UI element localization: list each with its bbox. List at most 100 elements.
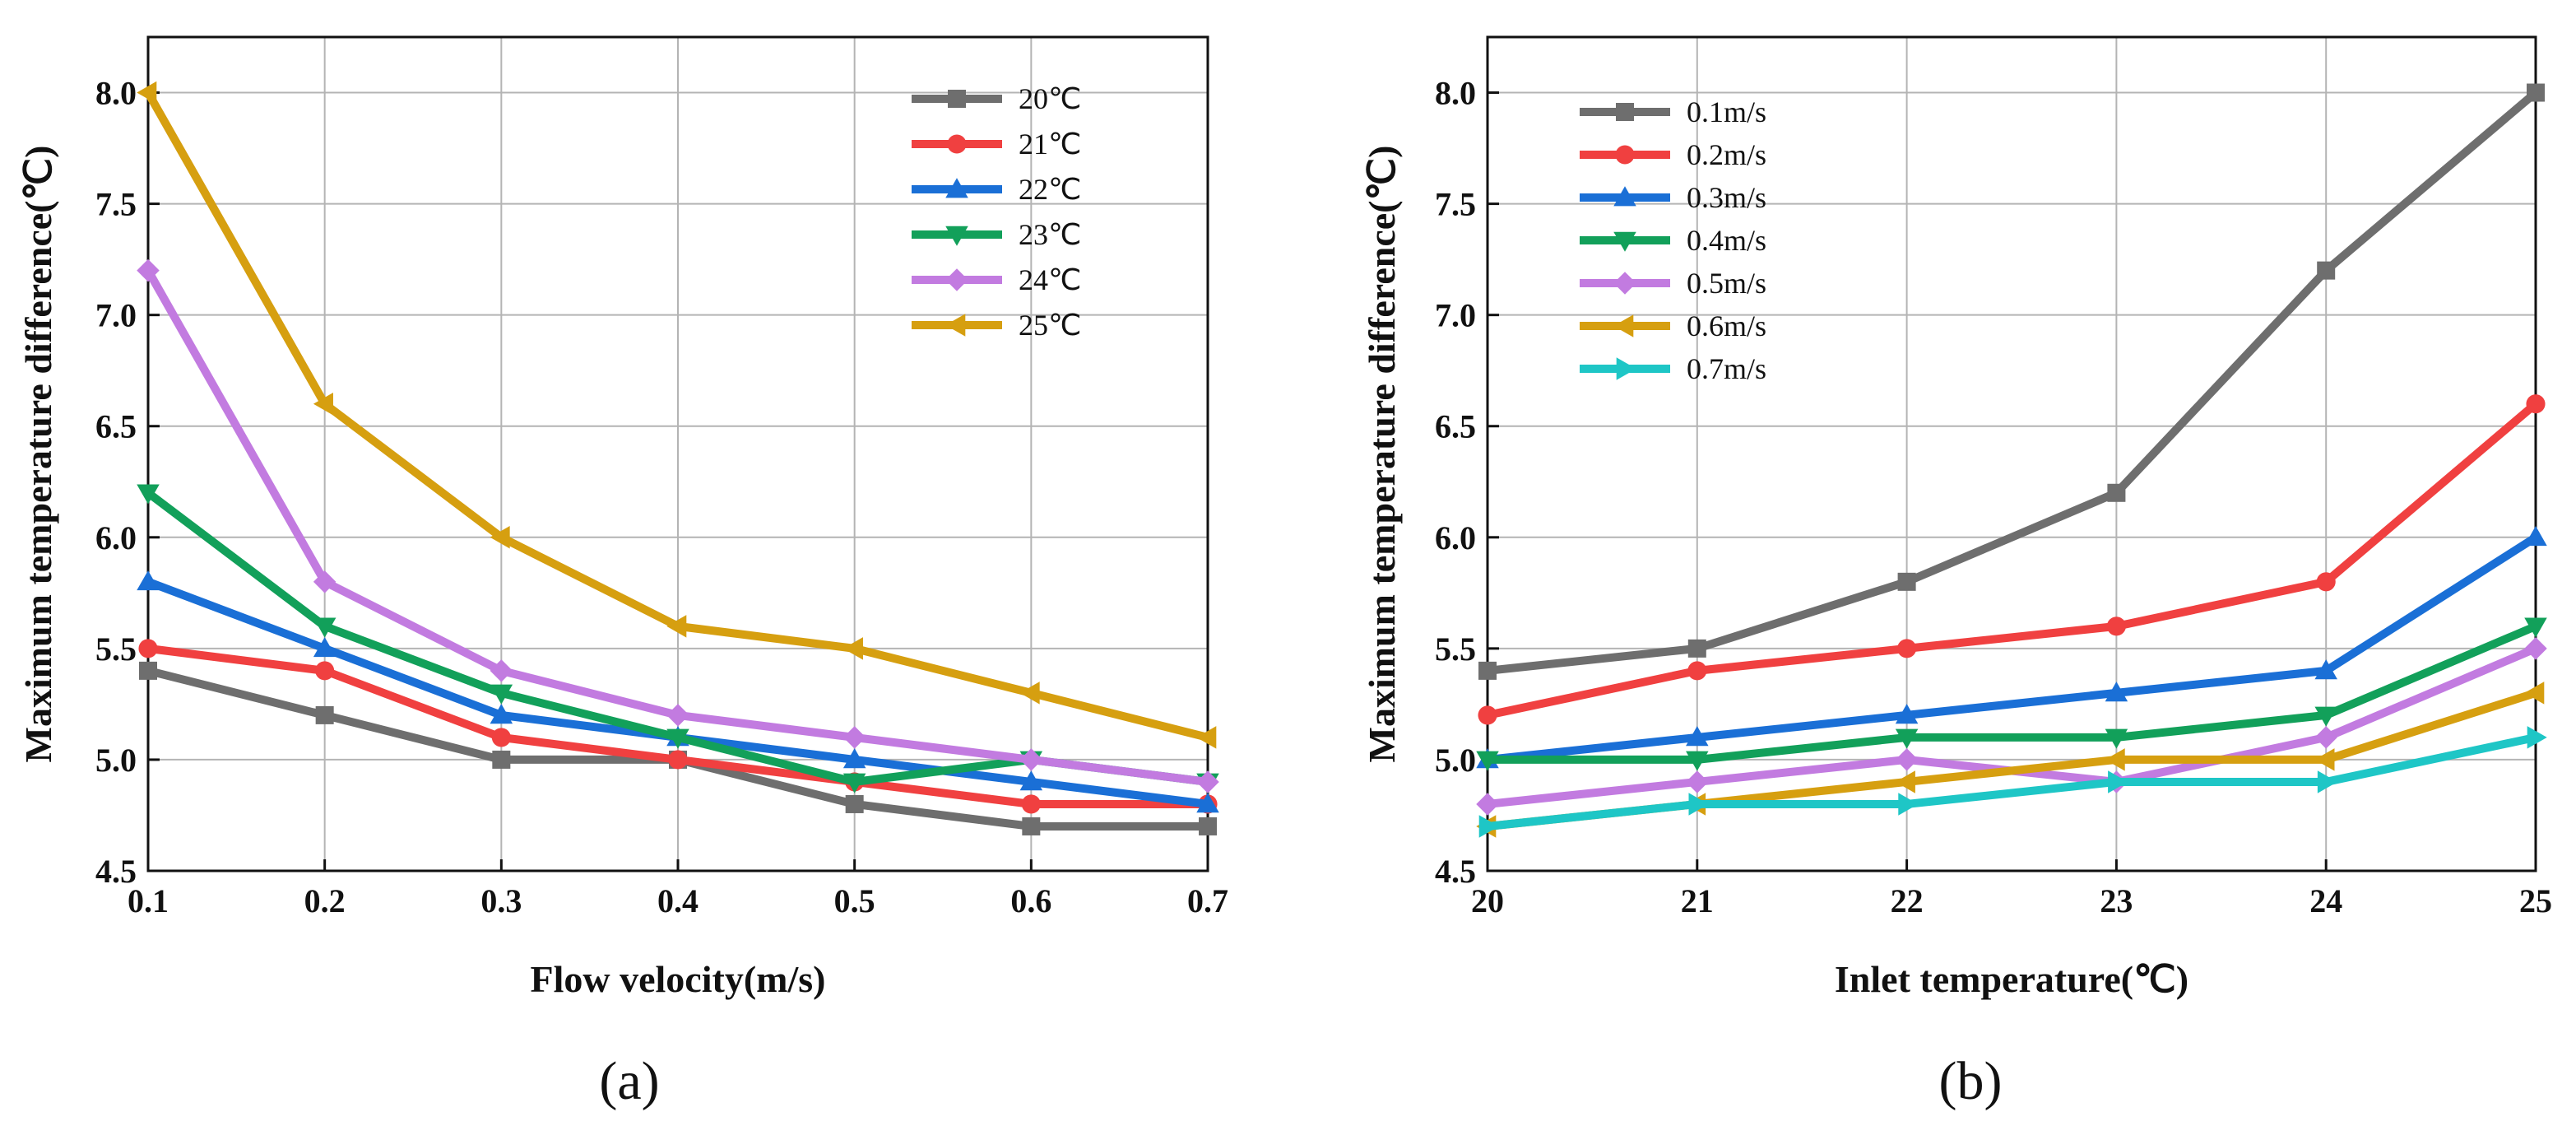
y-tick-label: 4.5	[1435, 853, 1476, 890]
data-point	[2524, 682, 2545, 705]
legend-marker	[1613, 231, 1636, 252]
chart-panel-b: 20 21 22 23 24 25 4.5 5.0 5.5 6.0 6.5 7.0 7.5 8.0 Inle…	[1361, 35, 2552, 1111]
data-point	[1021, 794, 1041, 814]
data-point	[1478, 815, 1499, 838]
data-point	[1895, 748, 1919, 771]
legend-marker	[1613, 314, 1634, 337]
data-point	[1196, 793, 1219, 813]
legend: 0.1m/s 0.2m/s 0.3m/s 0.4m/s 0.5m/s 0.6m/s 0.7m…	[1580, 95, 1766, 385]
panel-label: (a)	[599, 1051, 659, 1111]
data-point	[2314, 706, 2337, 727]
x-tick-label: 0.5	[834, 882, 875, 919]
data-point	[2317, 770, 2337, 793]
data-point	[1478, 661, 1497, 680]
data-point	[492, 750, 511, 769]
legend-label: 0.7m/s	[1687, 352, 1766, 385]
data-point	[1898, 793, 1919, 816]
legend-label: 24℃	[1019, 263, 1081, 296]
series-line	[1483, 399, 2540, 719]
y-tick-label: 8.0	[95, 75, 137, 112]
data-point	[666, 704, 689, 727]
y-tick-label: 6.5	[95, 408, 137, 445]
data-point	[139, 661, 157, 680]
data-point	[2314, 726, 2337, 749]
y-tick-label: 7.0	[95, 297, 137, 334]
legend-marker	[1616, 357, 1636, 380]
series-line	[1483, 88, 2540, 675]
y-tick-label: 6.0	[1435, 519, 1476, 556]
legend-label: 21℃	[1019, 128, 1081, 161]
data-point	[842, 637, 863, 660]
x-axis-label: Flow velocity(m/s)	[531, 958, 826, 1000]
x-tick-label: 0.1	[128, 882, 169, 919]
series-line	[1483, 644, 2540, 808]
legend-label: 0.2m/s	[1687, 138, 1766, 171]
data-point	[2524, 526, 2547, 547]
data-point	[137, 258, 160, 282]
chart-panel-a: 0.1 0.2 0.3 0.4 0.5 0.6 0.7 4.5 5.0 5.5 6.0 6.5 7.0 7…	[17, 35, 1228, 1111]
data-point	[2106, 617, 2126, 636]
legend-label: 20℃	[1019, 82, 1081, 115]
series-4	[1476, 637, 2547, 816]
data-point	[490, 684, 513, 705]
x-tick-label: 24	[2309, 882, 2342, 919]
x-tick-label: 22	[1891, 882, 1924, 919]
data-point	[2524, 637, 2547, 660]
legend-marker	[1613, 272, 1636, 295]
series-2	[1476, 526, 2547, 769]
data-point	[1897, 639, 1917, 658]
data-point	[2105, 748, 2125, 771]
data-point	[1688, 793, 1709, 816]
data-point	[1895, 728, 1919, 749]
data-point	[313, 637, 337, 658]
data-point	[1196, 770, 1219, 793]
y-tick-label: 8.0	[1435, 75, 1476, 112]
data-point	[1476, 793, 1499, 816]
data-point	[842, 726, 866, 749]
legend-marker	[945, 314, 966, 337]
data-point	[1897, 572, 1916, 591]
legend-marker	[947, 134, 967, 154]
legend-label: 0.3m/s	[1687, 181, 1766, 214]
legend-marker	[945, 226, 968, 246]
panel-label: (b)	[1939, 1051, 2003, 1111]
legend-label: 23℃	[1019, 218, 1081, 251]
data-point	[842, 773, 866, 793]
data-point	[2108, 770, 2128, 793]
series-4	[137, 258, 1219, 793]
data-point	[137, 570, 160, 591]
data-point	[1476, 751, 1499, 771]
series-6	[1478, 726, 2547, 838]
y-tick-label: 4.5	[95, 853, 137, 890]
data-point	[2107, 483, 2126, 502]
legend: 20℃ 21℃ 22℃ 23℃ 24℃ 25℃	[912, 82, 1081, 342]
legend-marker	[1616, 103, 1634, 121]
y-tick-label: 6.0	[95, 519, 137, 556]
series-1	[1478, 394, 2546, 725]
data-point	[2317, 261, 2336, 280]
y-tick-label: 5.5	[95, 630, 137, 668]
data-point	[2526, 394, 2546, 414]
data-point	[1019, 748, 1043, 771]
legend-label: 0.1m/s	[1687, 95, 1766, 128]
data-point	[666, 615, 687, 638]
data-point	[1019, 682, 1040, 705]
y-tick-label: 6.5	[1435, 408, 1476, 445]
legend-marker	[1615, 145, 1635, 165]
data-point	[2314, 659, 2337, 680]
legend-marker	[948, 90, 966, 108]
data-point	[490, 526, 510, 549]
y-tick-label: 7.5	[95, 186, 137, 223]
data-point	[491, 728, 511, 747]
legend-marker	[945, 268, 968, 291]
data-point	[313, 570, 337, 593]
data-point	[1686, 751, 1709, 771]
data-point	[138, 639, 158, 658]
data-point	[1478, 705, 1497, 725]
data-point	[490, 704, 513, 724]
legend-marker	[1613, 186, 1636, 207]
x-tick-label: 0.7	[1187, 882, 1228, 919]
x-tick-label: 20	[1471, 882, 1504, 919]
y-tick-label: 7.5	[1435, 186, 1476, 223]
data-point	[845, 794, 864, 813]
